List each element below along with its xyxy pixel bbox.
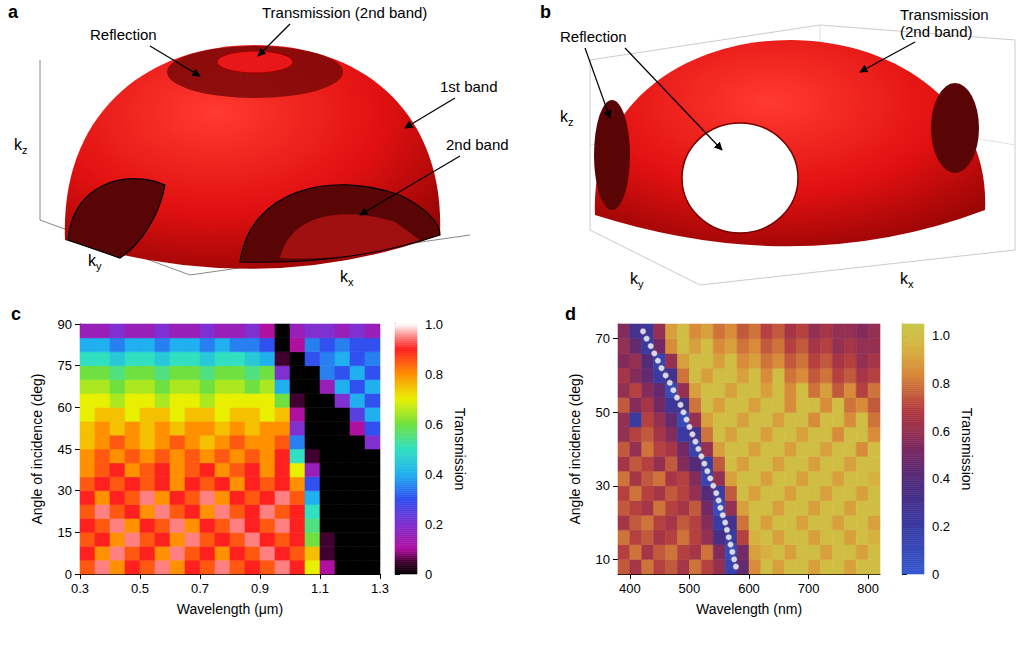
svg-text:b: b (540, 2, 551, 22)
svg-text:kx: kx (900, 270, 914, 290)
svg-text:90: 90 (58, 317, 72, 332)
svg-text:30: 30 (58, 483, 72, 498)
svg-text:0.6: 0.6 (932, 424, 950, 439)
svg-text:Reflection: Reflection (90, 26, 157, 43)
svg-text:0.5: 0.5 (131, 581, 149, 596)
svg-text:0.8: 0.8 (425, 367, 443, 382)
svg-text:800: 800 (857, 581, 879, 596)
svg-text:70: 70 (596, 331, 610, 346)
svg-text:1.0: 1.0 (425, 317, 443, 332)
svg-text:Wavelength (nm): Wavelength (nm) (696, 601, 802, 617)
svg-text:Reflection: Reflection (560, 28, 627, 45)
svg-text:75: 75 (58, 358, 72, 373)
svg-text:0.7: 0.7 (191, 581, 209, 596)
svg-text:ky: ky (630, 270, 644, 290)
svg-text:50: 50 (596, 405, 610, 420)
svg-text:0: 0 (425, 567, 432, 582)
svg-text:1.1: 1.1 (311, 581, 329, 596)
svg-text:Transmission: Transmission (900, 6, 989, 23)
svg-text:0.2: 0.2 (425, 517, 443, 532)
svg-text:d: d (565, 304, 576, 324)
svg-text:30: 30 (596, 478, 610, 493)
svg-text:10: 10 (596, 552, 610, 567)
svg-text:0.4: 0.4 (425, 467, 443, 482)
svg-text:0: 0 (932, 567, 939, 582)
svg-text:kx: kx (340, 268, 354, 288)
svg-text:ky: ky (88, 252, 102, 272)
svg-text:a: a (8, 2, 19, 22)
svg-text:Angle of incidence (deg): Angle of incidence (deg) (29, 374, 45, 525)
svg-text:0: 0 (65, 567, 72, 582)
svg-text:(2nd band): (2nd band) (900, 23, 973, 40)
svg-text:Angle of incidence (deg): Angle of incidence (deg) (567, 374, 583, 525)
svg-text:Wavelength (μm): Wavelength (μm) (177, 601, 283, 617)
svg-text:1st band: 1st band (440, 78, 498, 95)
svg-text:Transmission: Transmission (959, 408, 975, 491)
svg-text:400: 400 (619, 581, 641, 596)
svg-text:500: 500 (679, 581, 701, 596)
svg-text:15: 15 (58, 525, 72, 540)
svg-text:0.4: 0.4 (932, 471, 950, 486)
svg-text:0.2: 0.2 (932, 519, 950, 534)
svg-text:1.3: 1.3 (371, 581, 389, 596)
svg-text:0.9: 0.9 (251, 581, 269, 596)
svg-text:700: 700 (798, 581, 820, 596)
svg-text:c: c (11, 304, 21, 324)
svg-text:Transmission: Transmission (452, 408, 468, 491)
svg-text:kz: kz (560, 108, 574, 128)
svg-text:2nd band: 2nd band (446, 136, 509, 153)
svg-text:1.0: 1.0 (932, 328, 950, 343)
svg-text:45: 45 (58, 442, 72, 457)
svg-text:0.8: 0.8 (932, 376, 950, 391)
svg-text:Transmission (2nd band): Transmission (2nd band) (262, 4, 427, 21)
svg-text:0.3: 0.3 (71, 581, 89, 596)
svg-text:0.6: 0.6 (425, 417, 443, 432)
svg-text:60: 60 (58, 400, 72, 415)
svg-text:kz: kz (14, 136, 28, 156)
svg-text:600: 600 (738, 581, 760, 596)
